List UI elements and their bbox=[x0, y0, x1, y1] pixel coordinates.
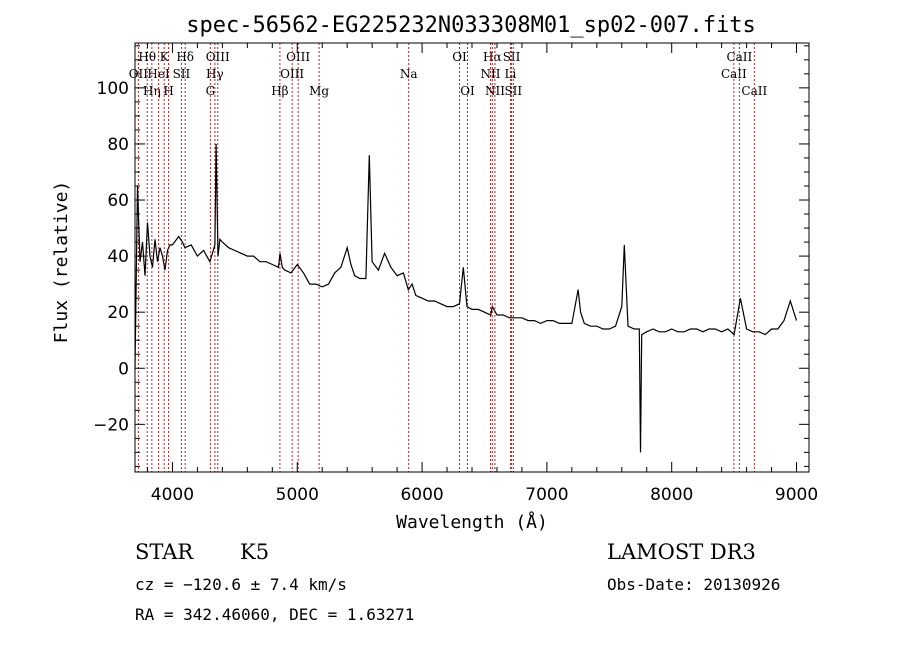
marker-label-5: H bbox=[163, 84, 173, 98]
marker-label-13: OIII bbox=[280, 67, 304, 81]
marker-label-24: CaII bbox=[721, 67, 747, 81]
object-class: STAR bbox=[135, 540, 194, 564]
marker-label-25: CaII bbox=[726, 50, 752, 64]
marker-label-9: G bbox=[206, 84, 216, 98]
object-subclass: K5 bbox=[240, 540, 270, 564]
y-tick-label-2: 20 bbox=[107, 303, 129, 323]
marker-label-17: OI bbox=[460, 84, 475, 98]
marker-label-0: Hθ bbox=[138, 50, 156, 64]
survey-label: LAMOST DR3 bbox=[607, 540, 756, 564]
x-tick-label-4: 8000 bbox=[650, 485, 693, 505]
marker-label-11: Hβ bbox=[271, 84, 288, 98]
x-axis-ticks: 4000 5000 6000 7000 8000 9000 bbox=[146, 43, 818, 505]
marker-label-12: OIII bbox=[286, 50, 310, 64]
x-tick-label-5: 9000 bbox=[775, 485, 818, 505]
y-axis-ticks: −20 0 20 40 60 80 100 bbox=[93, 45, 809, 467]
obs-date-text: Obs-Date: 20130926 bbox=[607, 575, 781, 594]
marker-label-16: OI bbox=[452, 50, 467, 64]
y-tick-label-5: 80 bbox=[107, 135, 129, 155]
marker-label-20: NII bbox=[485, 84, 505, 98]
marker-label-23: SII bbox=[504, 84, 522, 98]
x-tick-label-1: 5000 bbox=[276, 485, 319, 505]
y-tick-label-1: 0 bbox=[118, 359, 129, 379]
marker-label-18: Hα bbox=[483, 50, 502, 64]
marker-label-19: NII bbox=[480, 67, 500, 81]
y-tick-label-3: 40 bbox=[107, 247, 129, 267]
coordinates-text: RA = 342.46060, DEC = 1.63271 bbox=[135, 605, 415, 624]
marker-label-8: Hγ bbox=[206, 67, 224, 81]
marker-label-2: Hη bbox=[143, 84, 161, 98]
x-tick-label-2: 6000 bbox=[400, 485, 443, 505]
marker-label-10: OIII bbox=[206, 50, 230, 64]
plot-frame bbox=[134, 42, 810, 473]
marker-label-21: SII bbox=[503, 50, 521, 64]
marker-label-15: Na bbox=[400, 67, 418, 81]
marker-label-22: Li bbox=[505, 67, 517, 81]
marker-label-6: Hδ bbox=[176, 50, 194, 64]
marker-label-26: CaII bbox=[741, 84, 767, 98]
marker-label-7: SII bbox=[173, 67, 191, 81]
marker-label-3: K bbox=[160, 50, 170, 64]
y-tick-label-6: 100 bbox=[97, 79, 129, 99]
chart-title: spec-56562-EG225232N033308M01_sp02-007.f… bbox=[186, 13, 756, 38]
spectrum-line bbox=[134, 143, 798, 453]
marker-label-4: HeI bbox=[147, 67, 170, 81]
y-axis-label: Flux (relative) bbox=[51, 181, 72, 344]
x-axis-label: Wavelength (Å) bbox=[396, 511, 548, 533]
redshift-text: cz = −120.6 ± 7.4 km/s bbox=[135, 575, 347, 594]
y-tick-label-0: −20 bbox=[93, 415, 129, 435]
x-tick-label-0: 4000 bbox=[151, 485, 194, 505]
y-tick-label-4: 60 bbox=[107, 191, 129, 211]
x-tick-label-3: 7000 bbox=[525, 485, 568, 505]
marker-label-14: Mg bbox=[309, 84, 329, 98]
